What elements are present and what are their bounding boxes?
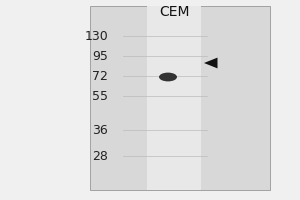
FancyBboxPatch shape (147, 6, 201, 190)
Text: 55: 55 (92, 90, 108, 102)
Polygon shape (204, 58, 218, 68)
Text: 130: 130 (84, 29, 108, 43)
Text: 95: 95 (92, 49, 108, 62)
Text: 28: 28 (92, 150, 108, 162)
FancyBboxPatch shape (90, 6, 270, 190)
Text: CEM: CEM (159, 5, 189, 19)
Text: 36: 36 (92, 123, 108, 136)
Text: 72: 72 (92, 70, 108, 82)
Ellipse shape (159, 73, 177, 81)
